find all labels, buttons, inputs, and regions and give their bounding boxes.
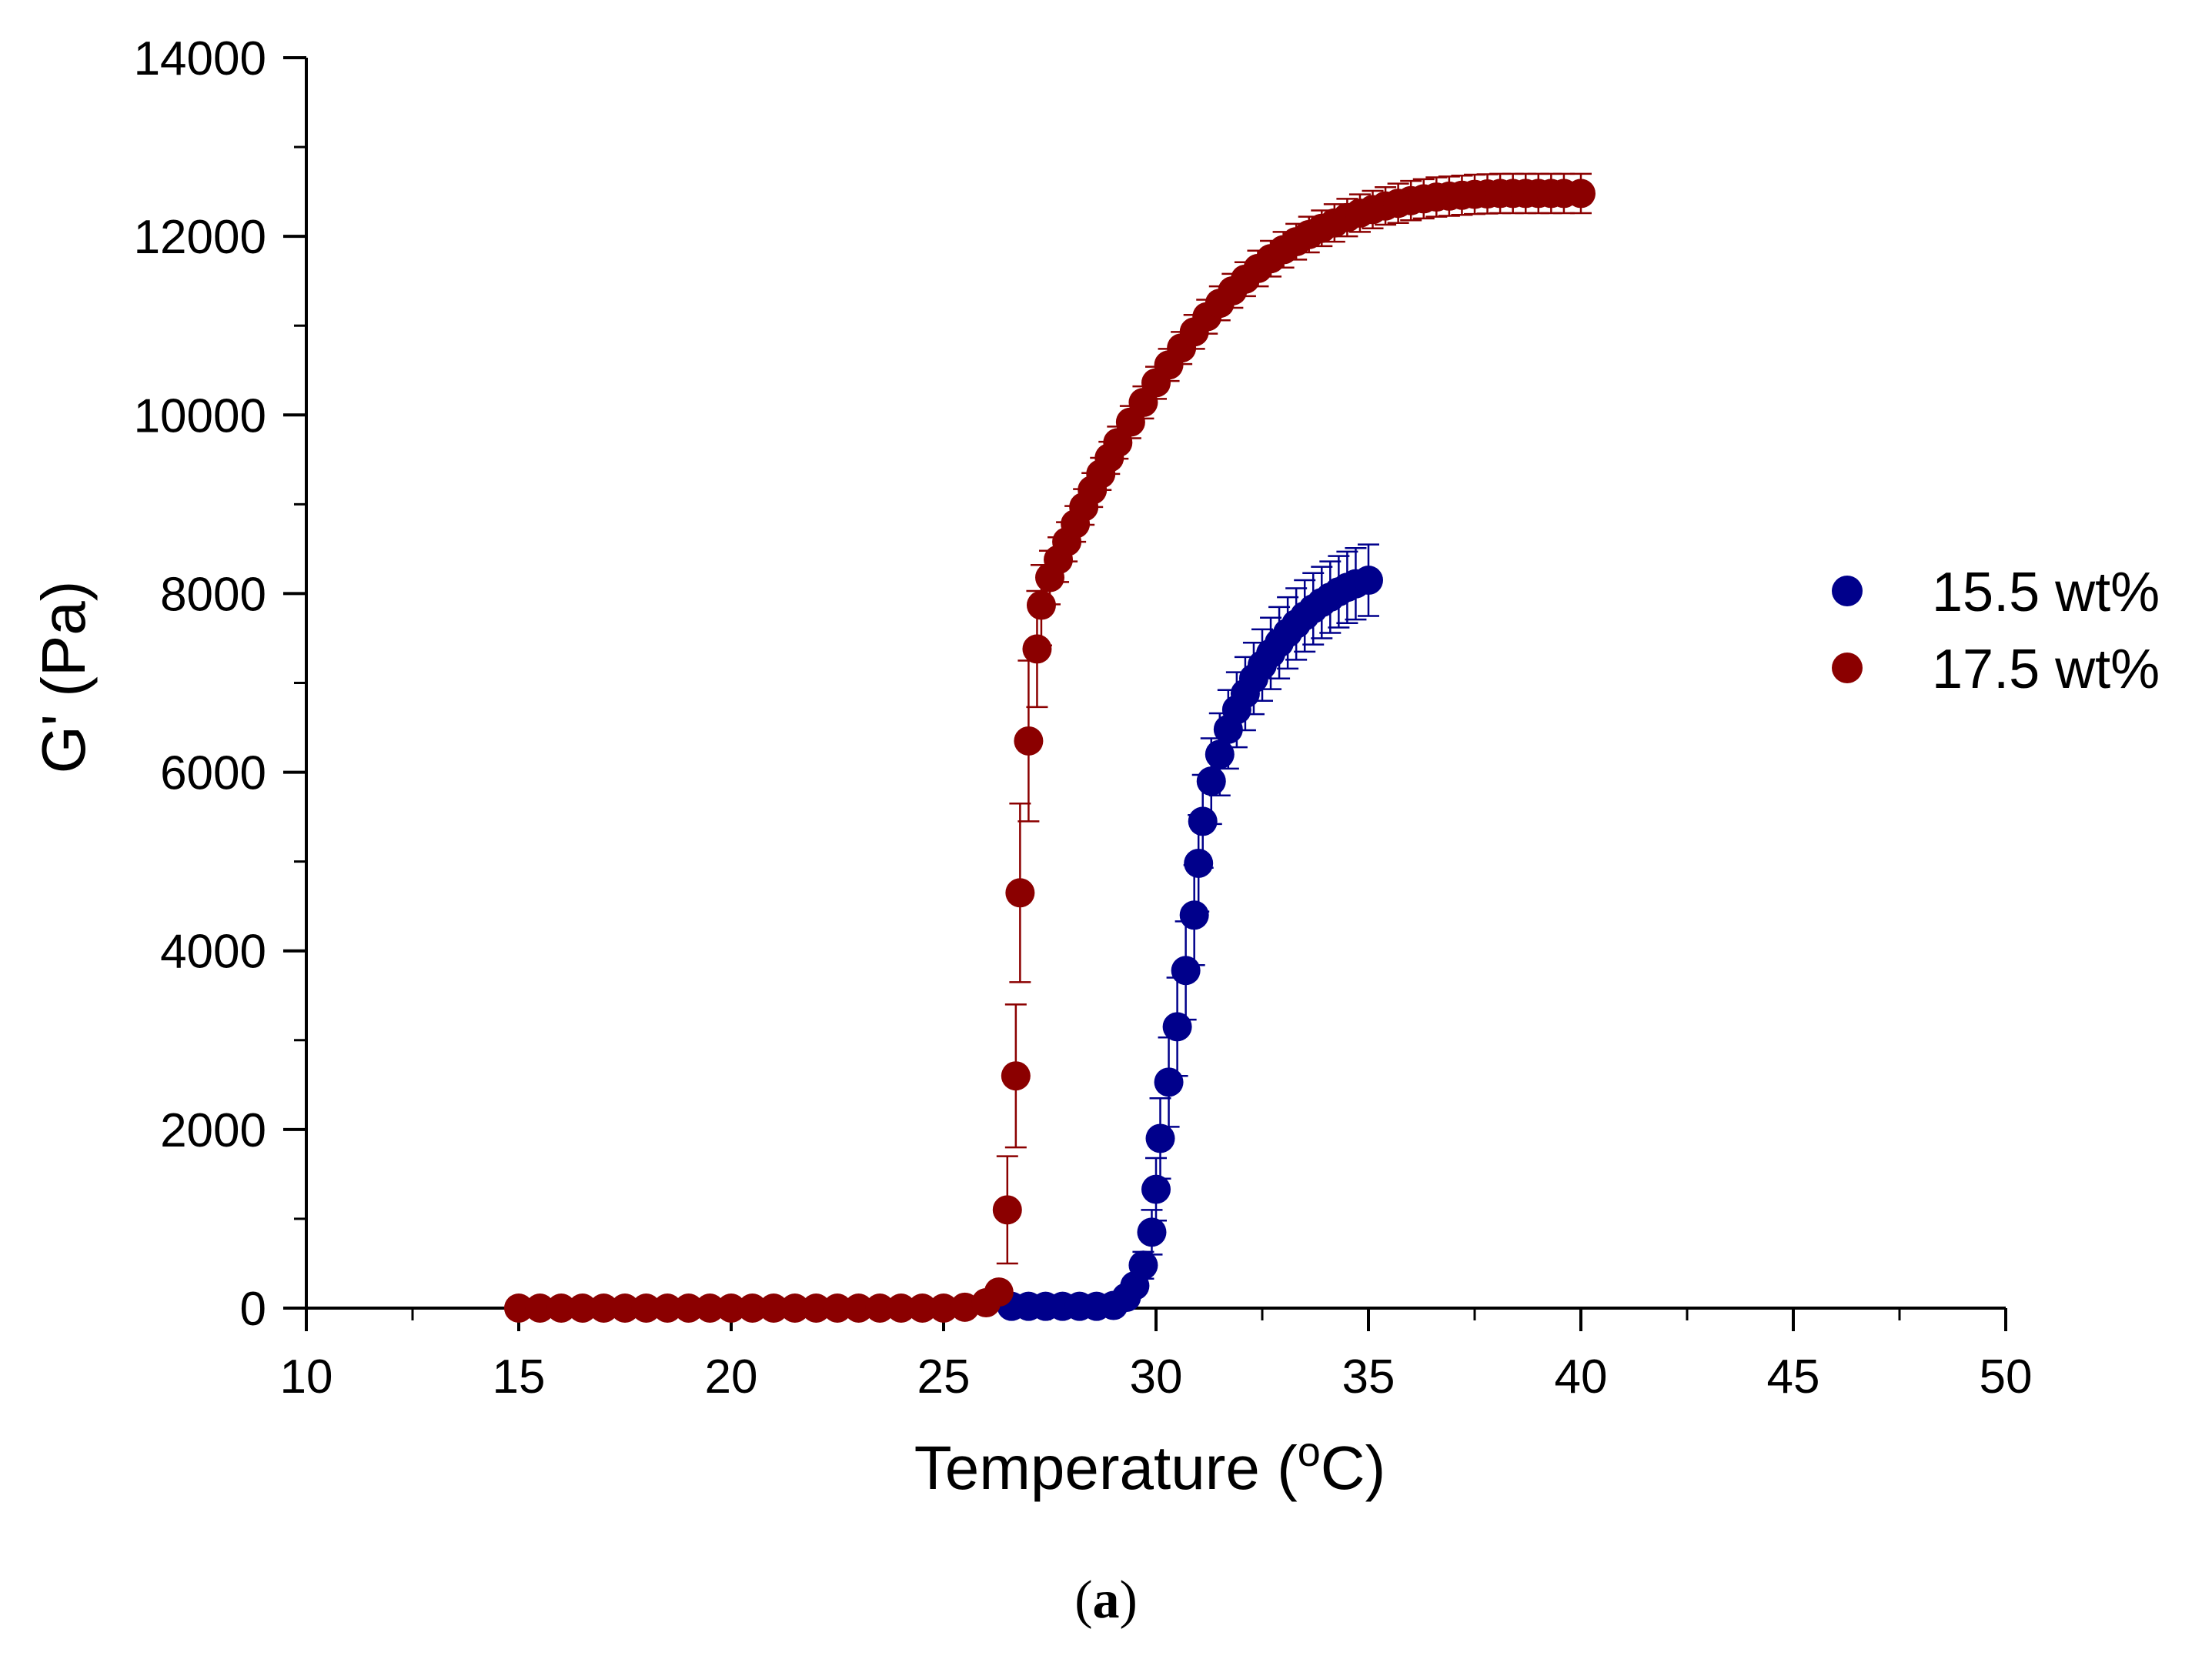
- caption-label: a: [1092, 1571, 1120, 1630]
- legend: 15.5 wt% 17.5 wt%: [1832, 562, 2160, 700]
- data-point: [929, 1293, 958, 1323]
- legend-label-17-5: 17.5 wt%: [1932, 639, 2160, 700]
- x-tick-label: 30: [1130, 1350, 1183, 1404]
- data-point: [992, 1195, 1022, 1225]
- x-tick-label: 20: [705, 1350, 758, 1404]
- data-point: [567, 1293, 597, 1323]
- data-point: [801, 1293, 831, 1323]
- data-point: [525, 1293, 555, 1323]
- data-point: [907, 1293, 937, 1323]
- data-point: [695, 1293, 725, 1323]
- legend-label-15-5: 15.5 wt%: [1932, 562, 2160, 623]
- y-tick-label: 14000: [134, 32, 266, 85]
- data-point: [1184, 848, 1214, 878]
- figure-caption: (a): [0, 1570, 2212, 1631]
- y-tick-label: 6000: [160, 747, 266, 800]
- data-point: [1171, 956, 1201, 986]
- data-point: [865, 1293, 895, 1323]
- data-point: [1162, 1012, 1192, 1042]
- y-tick-label: 12000: [134, 211, 266, 264]
- data-point: [1205, 739, 1235, 769]
- data-point: [1026, 590, 1056, 620]
- data-point: [589, 1293, 619, 1323]
- tick-labels: 10 15 20 25 30 35 40 45 50 0 2000 4000 6000 8000 10000…: [134, 32, 2033, 1404]
- legend-marker-17-5: [1832, 653, 1863, 683]
- x-axis-title-suffix: C): [1321, 1434, 1385, 1502]
- x-tick-label: 40: [1555, 1350, 1608, 1404]
- data-point: [1137, 1217, 1167, 1247]
- data-point: [844, 1293, 874, 1323]
- x-tick-label: 15: [493, 1350, 546, 1404]
- x-tick-label: 50: [1980, 1350, 2033, 1404]
- data-point: [1154, 1067, 1184, 1097]
- y-tick-label: 4000: [160, 926, 266, 979]
- data-point: [653, 1293, 683, 1323]
- x-axis-title-main: Temperature (: [914, 1434, 1298, 1502]
- data-point: [1001, 1061, 1031, 1091]
- y-tick-label: 0: [240, 1283, 266, 1336]
- y-tick-label: 10000: [134, 389, 266, 442]
- data-point: [1128, 1250, 1158, 1280]
- data-point: [737, 1293, 767, 1323]
- data-point: [1566, 179, 1596, 209]
- data-point: [717, 1293, 746, 1323]
- data-point: [1179, 900, 1209, 930]
- x-tick-label: 35: [1342, 1350, 1395, 1404]
- x-tick-label: 45: [1767, 1350, 1820, 1404]
- data-points: [504, 179, 1596, 1323]
- data-point: [1354, 566, 1383, 596]
- data-point: [504, 1293, 533, 1323]
- data-point: [546, 1293, 576, 1323]
- data-point: [1005, 878, 1035, 908]
- axes: [305, 58, 2006, 1310]
- x-axis-title: Temperature (oC): [914, 1429, 1385, 1502]
- data-point: [886, 1293, 916, 1323]
- data-point: [780, 1293, 810, 1323]
- y-tick-label: 8000: [160, 568, 266, 621]
- data-point: [1188, 806, 1218, 836]
- x-tick-label: 25: [917, 1350, 971, 1404]
- data-point: [673, 1293, 703, 1323]
- data-point: [1141, 1174, 1171, 1204]
- y-tick-label: 2000: [160, 1104, 266, 1157]
- tick-marks: [283, 56, 2007, 1331]
- x-tick-label: 10: [280, 1350, 333, 1404]
- caption-open: (: [1074, 1571, 1093, 1630]
- data-point: [759, 1293, 789, 1323]
- x-axis-title-superscript: o: [1298, 1429, 1321, 1475]
- data-point: [823, 1293, 852, 1323]
- data-point: [1022, 634, 1052, 664]
- data-point: [1145, 1123, 1175, 1153]
- data-point: [631, 1293, 661, 1323]
- data-point: [1014, 726, 1044, 756]
- legend-marker-15-5: [1832, 576, 1863, 606]
- data-point: [984, 1277, 1014, 1307]
- error-bars: [954, 172, 1592, 1309]
- caption-close: ): [1119, 1571, 1138, 1630]
- data-point: [610, 1293, 640, 1323]
- data-point: [1196, 766, 1226, 796]
- y-axis-title: G' (Pa): [29, 581, 98, 774]
